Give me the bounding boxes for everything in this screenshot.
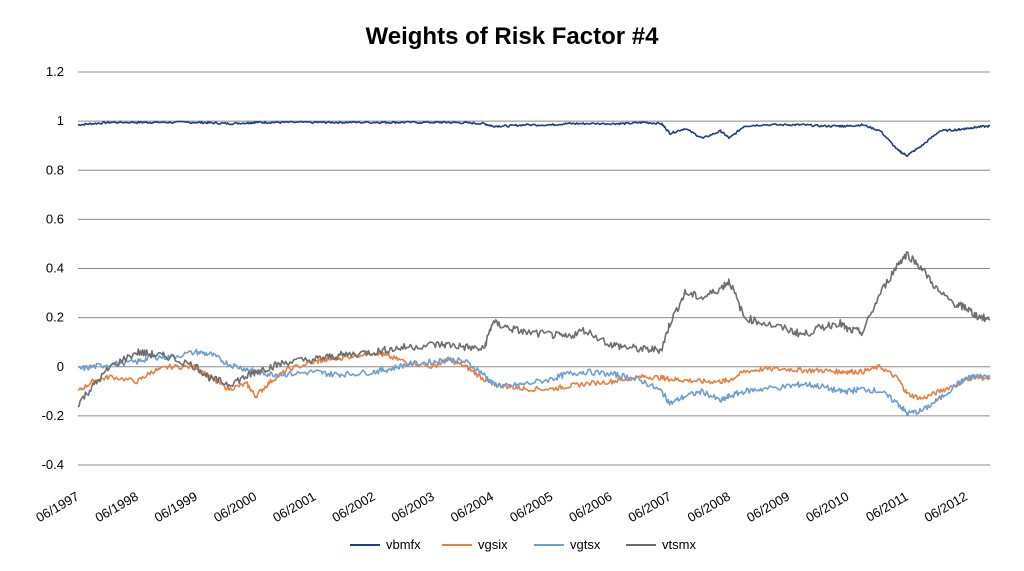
series-line-vgsix [77,350,991,401]
legend-label-vgtsx: vgtsx [570,537,601,552]
y-tick-label: 0 [57,359,64,374]
y-tick-label: -0.4 [42,457,64,472]
y-tick-label: 0.2 [46,310,64,325]
x-tick-label: 06/2003 [389,489,437,525]
y-axis-tick-labels: 1.2 1 0.8 0.6 0.4 0.2 0 -0.2 -0.4 [42,64,64,472]
x-tick-label: 06/2007 [626,489,674,525]
y-tick-label: 0.6 [46,211,64,226]
x-tick-label: 06/2012 [922,489,970,525]
y-tick-label: -0.2 [42,408,64,423]
y-tick-label: 1.2 [46,64,64,79]
series-line-vbmfx [77,120,991,157]
x-tick-label: 06/2006 [566,489,614,525]
x-tick-label: 06/2011 [863,489,910,525]
legend-label-vbmfx: vbmfx [386,537,421,552]
x-axis-tick-labels: 06/1997 06/1998 06/1999 06/2000 06/2001 06/20… [33,489,970,525]
x-tick-label: 06/2008 [685,489,733,525]
y-tick-label: 0.4 [46,261,64,276]
x-tick-label: 06/1998 [93,489,141,525]
legend-label-vtsmx: vtsmx [662,537,696,552]
chart-title: Weights of Risk Factor #4 [366,23,660,50]
series-lines [77,120,991,417]
x-tick-label: 06/2002 [329,489,377,525]
x-tick-label: 06/1997 [33,489,81,525]
x-tick-label: 06/2004 [448,489,496,525]
y-tick-label: 1 [57,113,64,128]
x-tick-label: 06/2005 [507,489,555,525]
y-tick-label: 0.8 [46,162,64,177]
x-tick-label: 06/2001 [270,489,318,525]
grid-lines [78,71,990,466]
legend-label-vgsix: vgsix [478,537,508,552]
legend: vbmfx vgsix vgtsx vtsmx [350,537,696,552]
x-tick-label: 06/1999 [152,489,200,525]
x-tick-label: 06/2000 [211,489,259,525]
x-tick-label: 06/2009 [744,489,792,525]
series-line-vtsmx [77,251,991,408]
series-line-vgtsx [77,348,991,417]
x-tick-label: 06/2010 [803,489,851,525]
